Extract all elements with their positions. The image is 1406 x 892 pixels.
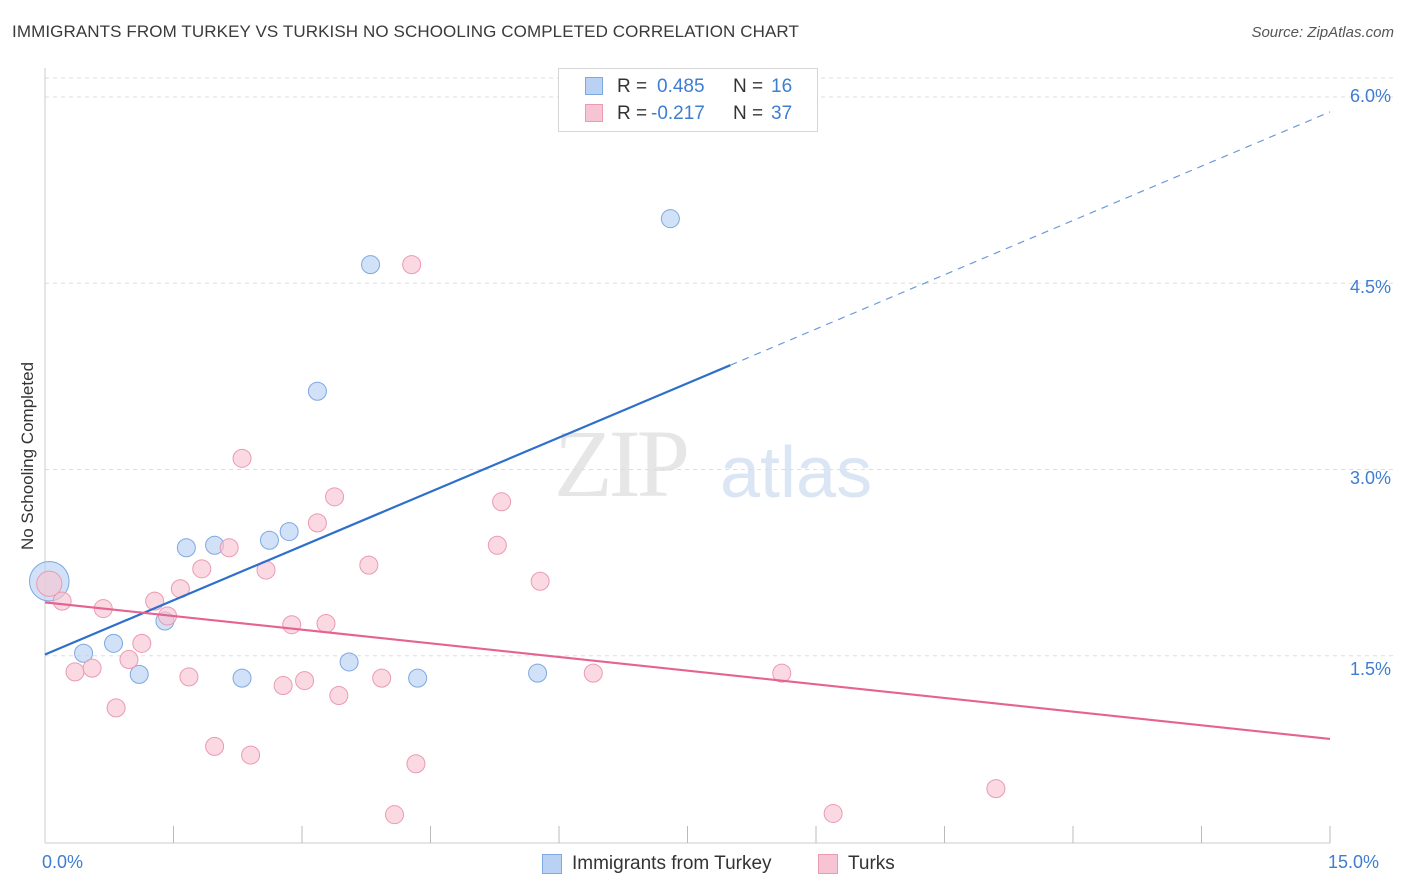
data-point (232, 448, 252, 468)
chart-title: IMMIGRANTS FROM TURKEY VS TURKISH NO SCH… (12, 22, 799, 41)
data-point (406, 754, 426, 774)
data-point (823, 803, 843, 823)
data-point (307, 381, 327, 401)
n-value: 16 (771, 76, 793, 97)
data-point (129, 664, 149, 684)
n-label: N = (733, 76, 764, 97)
data-point (492, 492, 512, 512)
blue-swatch (542, 854, 562, 874)
r-label: R = (617, 103, 648, 124)
data-point (325, 487, 345, 507)
series-legend: Immigrants from Turkey Turks (0, 852, 1406, 878)
data-point (772, 663, 792, 683)
data-point (132, 633, 152, 653)
data-point (279, 522, 299, 542)
data-point (339, 652, 359, 672)
data-point (205, 736, 225, 756)
data-point (65, 662, 85, 682)
n-value: 37 (771, 103, 793, 124)
data-point (52, 591, 72, 611)
y-tick-label: 6.0% (1350, 86, 1392, 106)
r-value: 0.485 (657, 76, 705, 97)
data-point (385, 805, 405, 825)
data-point (372, 668, 392, 688)
source-credit: Source: ZipAtlas.com (1251, 24, 1394, 41)
y-tick-label: 1.5% (1350, 659, 1392, 679)
data-point (192, 559, 212, 579)
data-point (660, 209, 680, 229)
r-value: -0.217 (651, 103, 705, 124)
data-point (273, 676, 293, 696)
data-point (179, 667, 199, 687)
data-point (307, 513, 327, 533)
data-point (361, 255, 381, 275)
legend-label: Immigrants from Turkey (572, 853, 772, 874)
trend-line-immigrants-extension (730, 111, 1331, 366)
data-point (487, 535, 507, 555)
data-point (74, 643, 94, 663)
r-label: R = (617, 76, 648, 97)
data-point (232, 668, 252, 688)
data-point (104, 633, 124, 653)
correlation-legend: R = 0.485 N = 16 R = -0.217 N = 37 (558, 68, 818, 132)
y-tick-label: 4.5% (1350, 277, 1392, 297)
y-tick-label: 3.0% (1350, 468, 1392, 488)
data-point (219, 538, 239, 558)
x-tick-label-min: 0.0% (42, 852, 84, 872)
data-point (528, 663, 548, 683)
data-point (295, 671, 315, 691)
data-point (282, 615, 302, 635)
data-point (259, 530, 279, 550)
data-point (359, 555, 379, 575)
data-point (986, 779, 1006, 799)
data-point (329, 685, 349, 705)
data-point (119, 649, 139, 669)
trend-line-turks (44, 601, 1331, 741)
data-point (583, 663, 603, 683)
watermark-zip: ZIP (554, 410, 690, 517)
data-point (106, 698, 126, 718)
data-point (36, 570, 63, 597)
data-point (82, 658, 102, 678)
trend-line-immigrants (44, 364, 731, 656)
n-label: N = (733, 103, 764, 124)
watermark-atlas: atlas (720, 433, 873, 513)
data-point (241, 745, 261, 765)
legend-label: Turks (848, 853, 895, 874)
data-point (402, 255, 422, 275)
pink-swatch (585, 104, 603, 122)
data-point (316, 613, 336, 633)
data-point (530, 571, 550, 591)
data-point (408, 668, 428, 688)
x-tick-label-max: 15.0% (1328, 852, 1380, 872)
blue-swatch (585, 77, 603, 95)
pink-swatch (818, 854, 838, 874)
data-point (176, 538, 196, 558)
